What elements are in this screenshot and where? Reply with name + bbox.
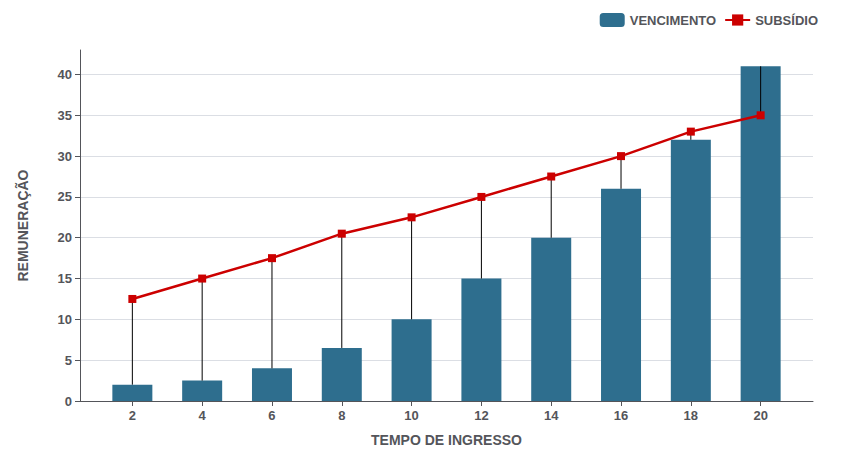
svg-text:16: 16 xyxy=(614,408,628,423)
svg-text:10: 10 xyxy=(404,408,418,423)
svg-text:15: 15 xyxy=(58,271,72,286)
svg-text:2: 2 xyxy=(129,408,136,423)
svg-text:18: 18 xyxy=(684,408,698,423)
svg-text:14: 14 xyxy=(544,408,559,423)
svg-text:4: 4 xyxy=(199,408,207,423)
svg-text:35: 35 xyxy=(58,108,72,123)
svg-text:20: 20 xyxy=(753,408,767,423)
svg-text:8: 8 xyxy=(338,408,345,423)
svg-text:12: 12 xyxy=(474,408,488,423)
svg-text:20: 20 xyxy=(58,230,72,245)
svg-text:TEMPO DE INGRESSO: TEMPO DE INGRESSO xyxy=(371,432,522,448)
svg-text:40: 40 xyxy=(58,67,72,82)
svg-text:10: 10 xyxy=(58,312,72,327)
svg-text:REMUNERAÇÃO: REMUNERAÇÃO xyxy=(14,169,31,281)
svg-text:VENCIMENTO: VENCIMENTO xyxy=(630,13,716,28)
svg-text:30: 30 xyxy=(58,149,72,164)
svg-text:6: 6 xyxy=(268,408,275,423)
svg-text:5: 5 xyxy=(65,353,72,368)
svg-text:25: 25 xyxy=(58,189,72,204)
svg-text:SUBSÍDIO: SUBSÍDIO xyxy=(755,13,818,28)
svg-text:0: 0 xyxy=(65,394,72,409)
